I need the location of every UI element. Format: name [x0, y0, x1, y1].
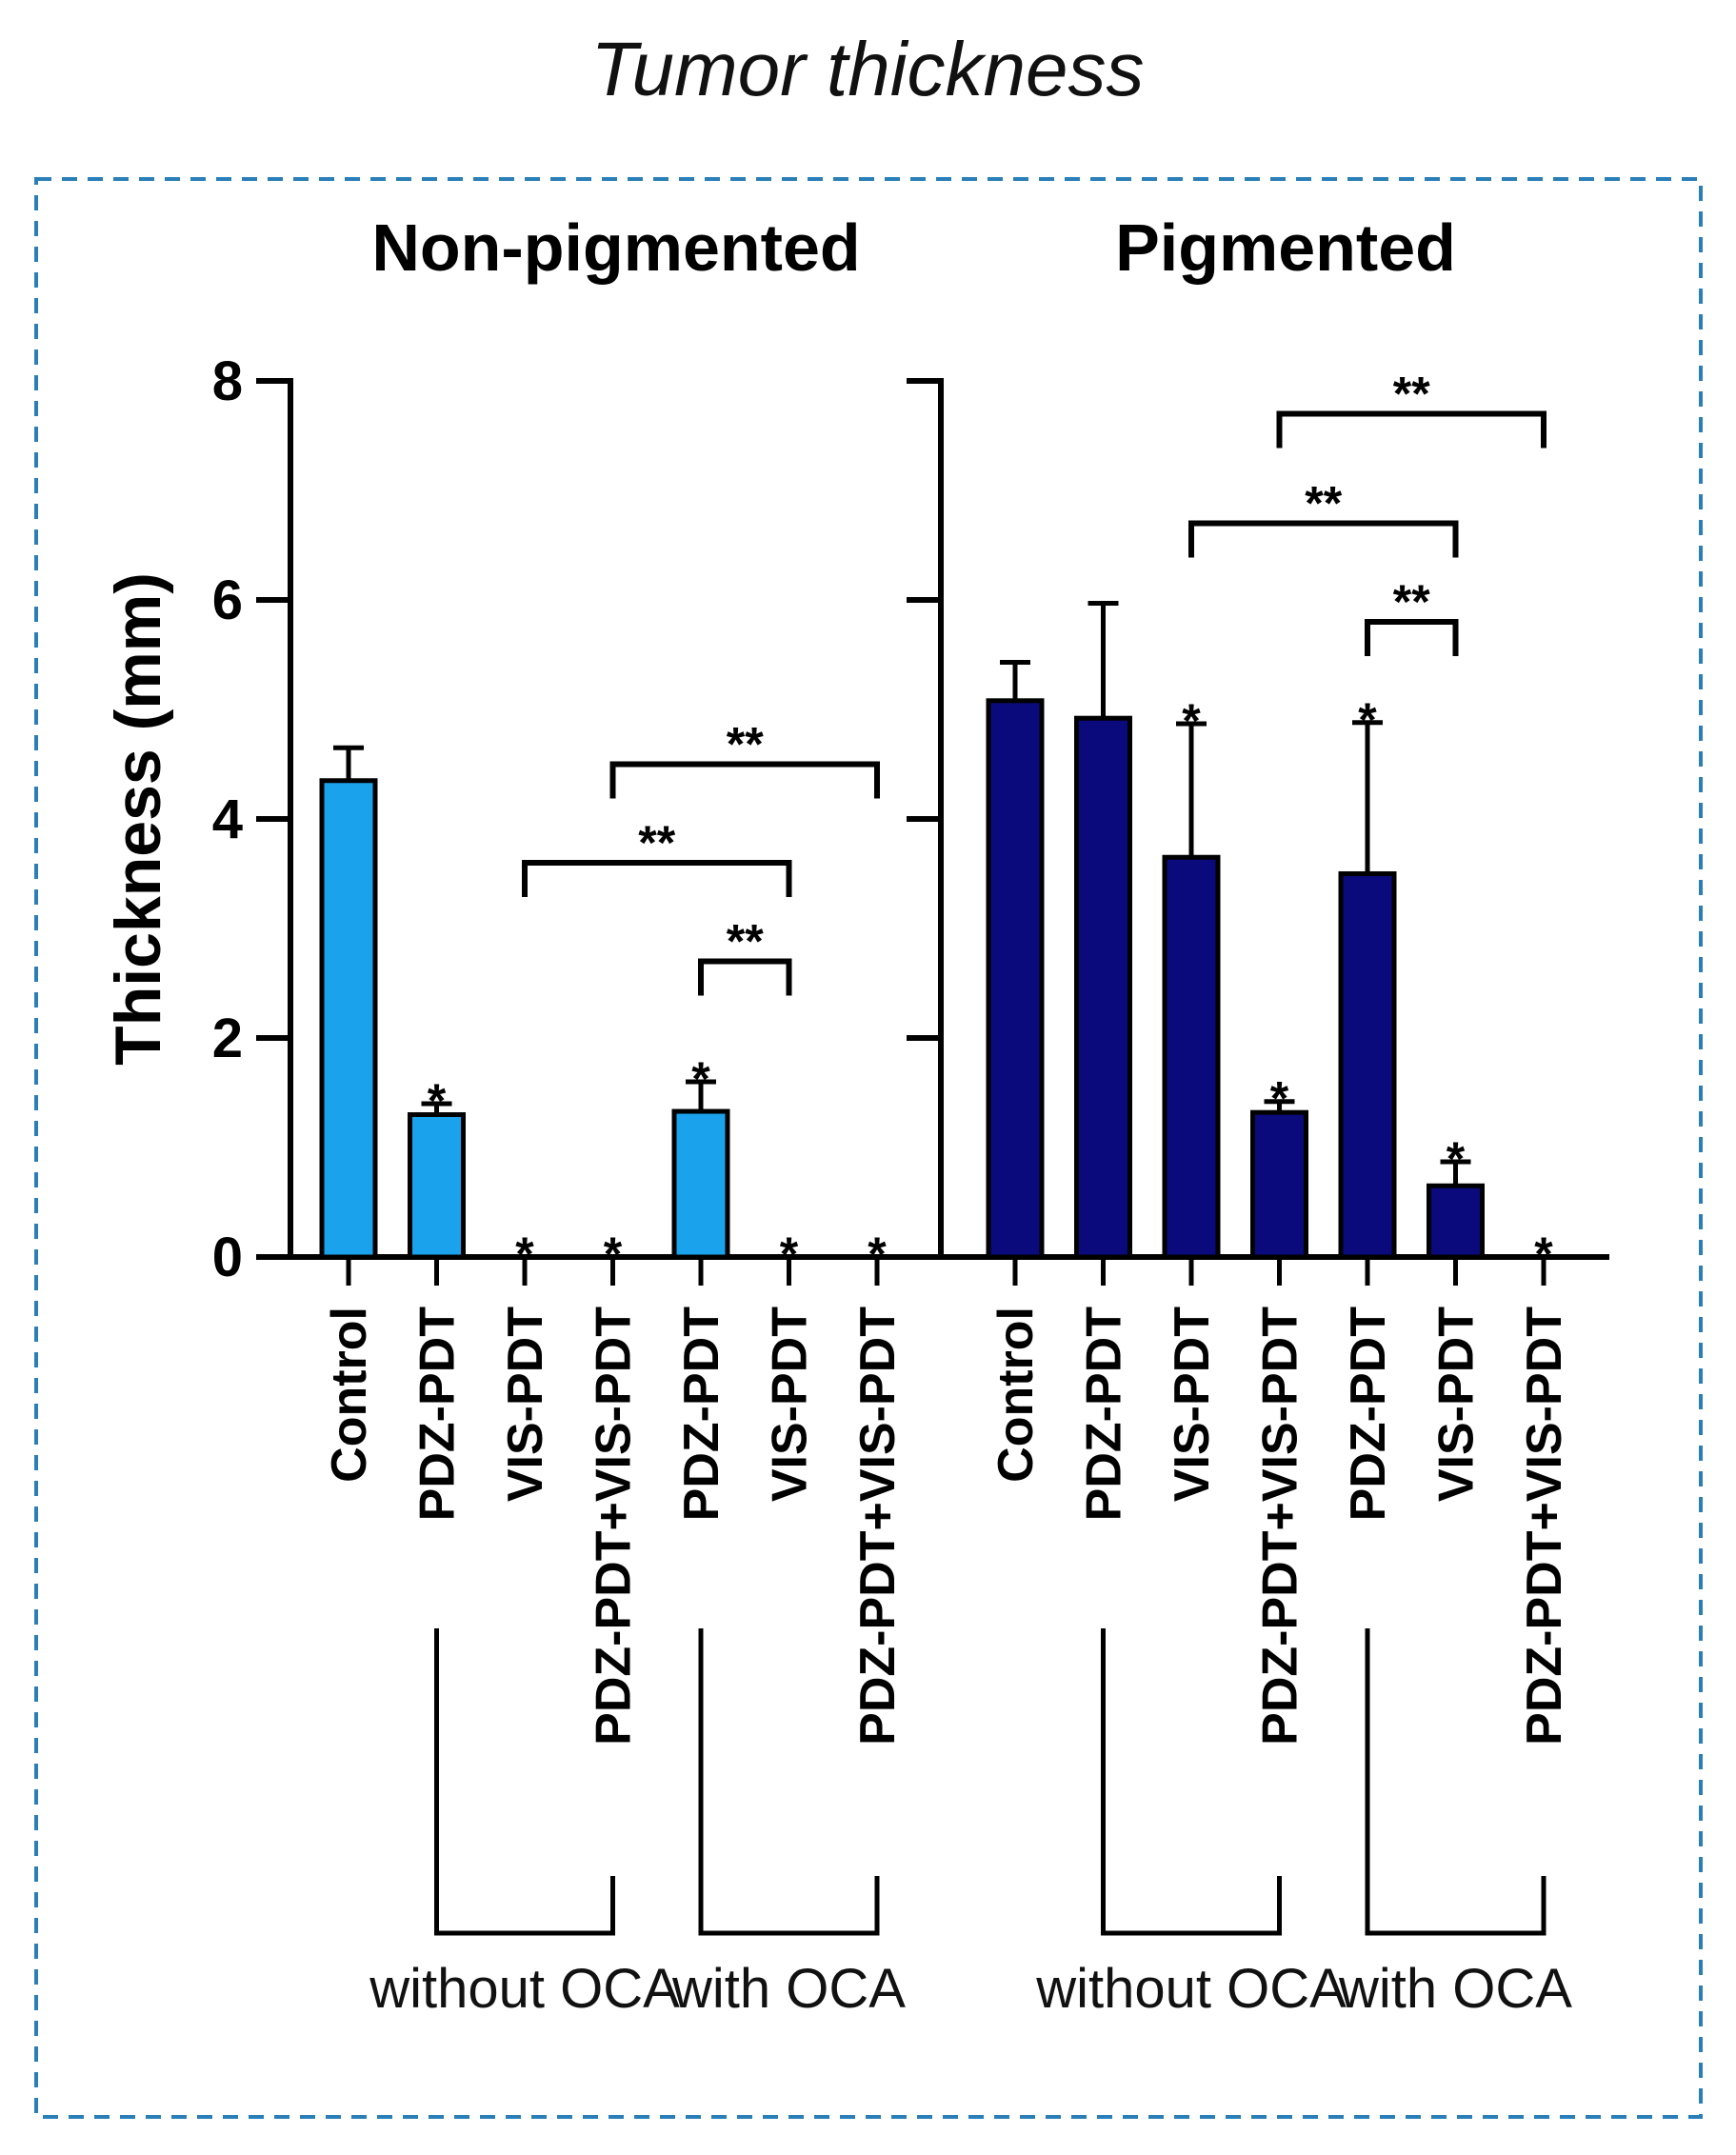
significance-bracket: [1188, 520, 1459, 558]
group-label: without OCA: [1035, 1958, 1347, 2020]
group-bracket: [698, 1628, 880, 1936]
bar: [408, 1112, 466, 1260]
group-bracket: [434, 1628, 615, 1936]
bar: [1427, 1183, 1485, 1260]
y-tick-label: 0: [212, 1227, 243, 1288]
bar: [986, 698, 1045, 1260]
significance-star: *: [1534, 1227, 1553, 1281]
category-label: VIS-PDT: [1165, 1307, 1220, 1502]
significance-star: *: [1358, 693, 1377, 747]
figure-title: Tumor thickness: [591, 27, 1145, 111]
figure-frame: [34, 177, 1703, 2119]
category-label: VIS-PDT: [1429, 1307, 1485, 1502]
y-tick-label: 4: [212, 788, 243, 850]
category-label: PDZ-PDT+VIS-PDT: [587, 1307, 642, 1746]
bar: [319, 778, 378, 1260]
significance-star: *: [428, 1074, 447, 1127]
category-label: VIS-PDT: [763, 1307, 818, 1502]
axes: 0 2 4 6 8: [212, 350, 243, 1288]
group-label: without OCA: [369, 1958, 680, 2020]
significance-bracket: [522, 860, 792, 897]
group-label: with OCA: [671, 1958, 906, 2020]
significance-star: *: [780, 1227, 799, 1281]
significance-star: *: [1447, 1132, 1466, 1186]
category-label: Control: [988, 1307, 1044, 1483]
group-bracket: [1365, 1628, 1546, 1936]
bar: [1338, 871, 1397, 1260]
bracket-label: **: [727, 718, 764, 771]
category-label: PDZ-PDT+VIS-PDT: [1517, 1307, 1572, 1746]
category-label: PDZ-PDT: [1341, 1307, 1396, 1522]
bracket-label: **: [638, 816, 675, 869]
category-label: VIS-PDT: [498, 1307, 553, 1502]
bar: [1162, 854, 1221, 1260]
bar: [1074, 715, 1132, 1260]
category-label: PDZ-PDT: [1077, 1307, 1132, 1522]
significance-bracket: [1365, 619, 1459, 656]
panel-pigmented: Control PDZ-PDT * VIS-PDT * PDZ-PDT+VIS-PDT * P…: [907, 368, 1609, 2020]
significance-star: *: [868, 1227, 887, 1281]
bracket-label: **: [727, 915, 764, 968]
y-tick-label: 2: [212, 1008, 243, 1069]
group-bracket: [1101, 1628, 1282, 1936]
category-label: Control: [322, 1307, 377, 1483]
y-tick-label: 8: [212, 350, 243, 412]
y-axis-label: Thickness (mm): [102, 572, 174, 1066]
y-tick-label: 6: [212, 569, 243, 631]
category-label: PDZ-PDT: [674, 1307, 729, 1522]
panel-non-pigmented: Control * PDZ-PDT * VIS-PDT * PDZ-PDT+VIS-PDT *…: [256, 378, 943, 2020]
bracket-label: **: [1393, 575, 1430, 629]
significance-star: *: [1182, 694, 1201, 748]
significance-bracket: [698, 958, 792, 996]
category-label: PDZ-PDT: [410, 1307, 466, 1522]
significance-star: *: [691, 1052, 710, 1106]
bar: [1250, 1109, 1308, 1260]
significance-star: *: [1270, 1072, 1289, 1126]
category-label: PDZ-PDT+VIS-PDT: [1253, 1307, 1308, 1746]
significance-bracket: [1276, 410, 1546, 449]
bar: [671, 1108, 730, 1260]
bracket-label: **: [1305, 477, 1342, 530]
significance-star: *: [515, 1227, 534, 1281]
bracket-label: **: [1393, 368, 1430, 421]
significance-bracket: [609, 761, 880, 799]
group-label: with OCA: [1338, 1958, 1572, 2020]
category-label: PDZ-PDT+VIS-PDT: [850, 1307, 906, 1746]
panel-title-pigmented: Pigmented: [1115, 210, 1456, 285]
panel-title-non-pigmented: Non-pigmented: [371, 210, 860, 285]
significance-star: *: [604, 1227, 623, 1281]
